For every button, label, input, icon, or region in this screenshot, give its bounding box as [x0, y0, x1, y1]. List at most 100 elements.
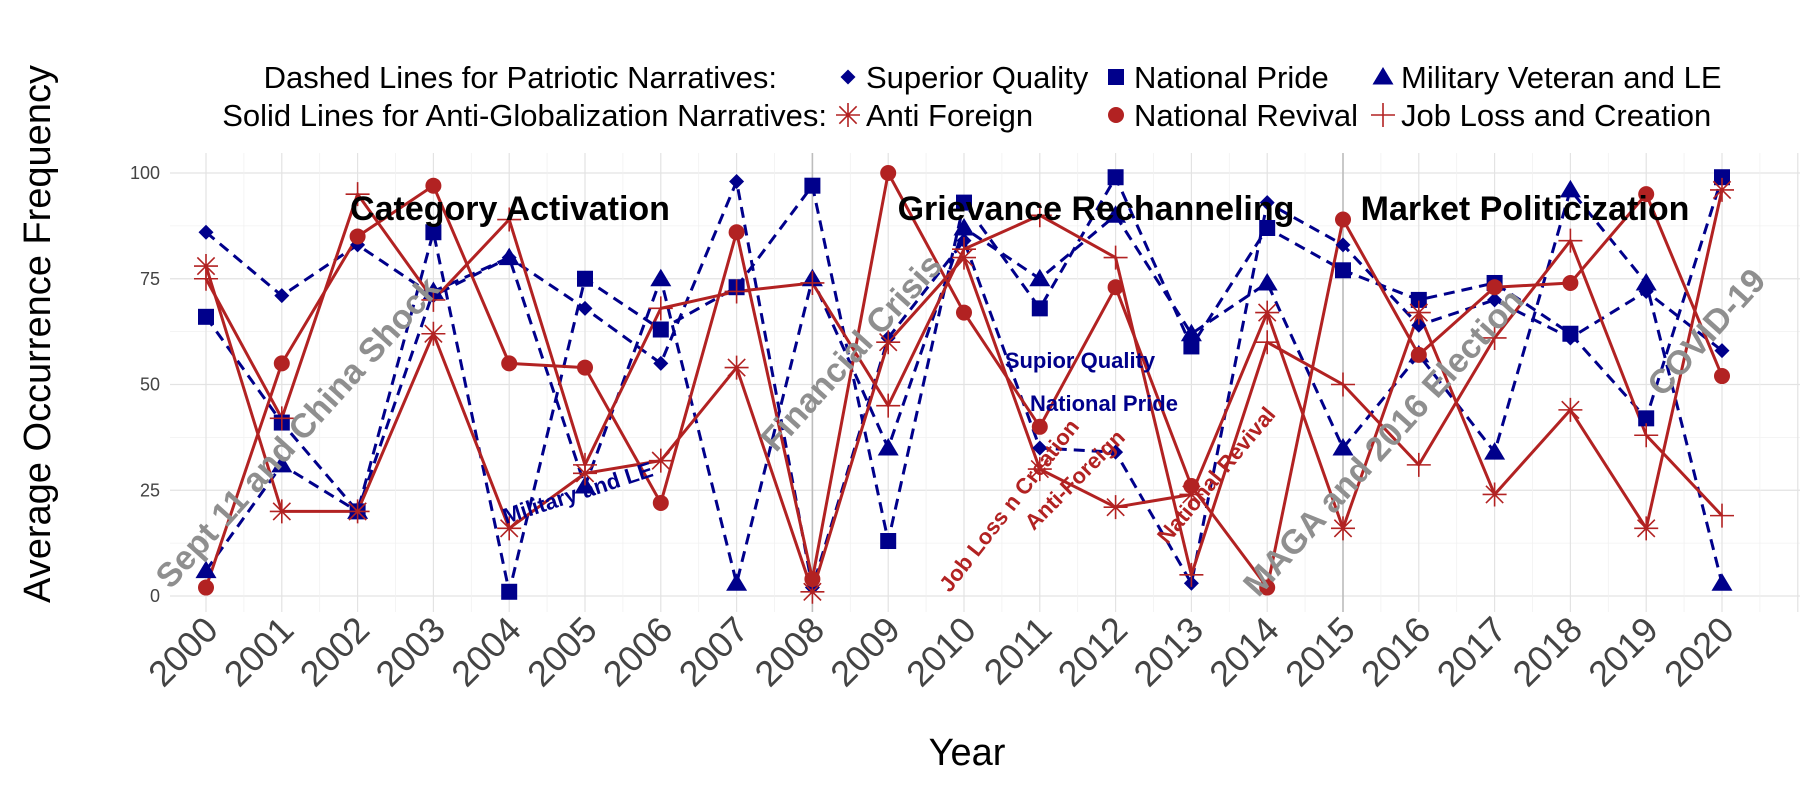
data-point-job-loss-and-creation — [269, 406, 294, 431]
data-point-job-loss-and-creation — [345, 182, 370, 207]
legend-header-patriotic: Dashed Lines for Patriotic Narratives: — [264, 60, 777, 95]
data-point-anti-foreign — [800, 579, 825, 604]
legend-key-superior-quality — [840, 69, 856, 85]
x-tick-label: 2013 — [1125, 609, 1211, 695]
data-point-national-revival — [1486, 279, 1503, 296]
data-point-national-revival — [956, 304, 972, 321]
x-tick-label: 2018 — [1504, 609, 1590, 695]
data-point-anti-foreign — [1179, 482, 1204, 507]
data-point-military-veteran-and-le — [1029, 268, 1051, 287]
period-label: Category Activation — [350, 190, 670, 228]
series-annotation: Supior Quality — [1005, 348, 1156, 373]
data-point-superior-quality — [1714, 343, 1730, 359]
data-point-job-loss-and-creation — [724, 279, 749, 304]
x-tick-label: 2011 — [976, 609, 1060, 693]
data-point-national-revival — [501, 355, 518, 372]
legend-label-job-loss-and-creation: Job Loss and Creation — [1401, 98, 1711, 133]
data-point-national-revival — [1638, 186, 1655, 203]
data-point-anti-foreign — [1634, 516, 1659, 541]
data-point-superior-quality — [1259, 195, 1275, 211]
series-markers — [194, 165, 1734, 604]
data-point-military-veteran-and-le — [1332, 437, 1354, 456]
grid — [170, 153, 1800, 612]
data-point-anti-foreign — [421, 321, 446, 346]
x-tick-label: 2001 — [216, 609, 302, 695]
data-point-national-revival — [273, 355, 290, 372]
data-point-national-revival — [652, 494, 669, 511]
legend-label-national-pride: National Pride — [1134, 60, 1329, 95]
legend-key-military-veteran-and-le — [1372, 67, 1394, 85]
legend-key-anti-foreign — [836, 103, 860, 127]
data-point-anti-foreign — [1255, 300, 1280, 325]
data-point-military-veteran-and-le — [498, 247, 520, 266]
data-point-job-loss-and-creation — [1255, 330, 1280, 355]
data-point-anti-foreign — [1558, 397, 1583, 422]
data-point-job-loss-and-creation — [1406, 452, 1431, 477]
data-point-national-revival — [349, 228, 366, 245]
data-point-military-veteran-and-le — [650, 268, 672, 287]
x-axis-title: Year — [929, 732, 1006, 774]
data-point-national-revival — [880, 165, 897, 181]
x-tick-label: 2014 — [1201, 609, 1287, 695]
legend-key-national-pride — [1108, 69, 1124, 85]
legend-label-anti-foreign: Anti Foreign — [866, 98, 1033, 133]
data-point-national-pride — [1107, 169, 1124, 186]
data-point-job-loss-and-creation — [497, 207, 522, 232]
legend-key-national-revival — [1108, 107, 1124, 123]
data-point-national-pride — [1335, 262, 1351, 279]
legend: Dashed Lines for Patriotic Narratives:So… — [222, 60, 1721, 133]
data-point-anti-foreign — [724, 355, 749, 380]
data-point-national-revival — [1714, 368, 1730, 385]
data-point-anti-foreign — [1406, 300, 1431, 325]
data-point-anti-foreign — [345, 499, 370, 524]
data-point-national-revival — [1410, 346, 1427, 363]
x-tick-label: 2010 — [898, 609, 984, 695]
data-point-anti-foreign — [1103, 495, 1128, 520]
legend-key-job-loss-and-creation — [1371, 103, 1395, 127]
data-point-superior-quality — [198, 224, 214, 240]
y-axis-title: Average Occurrence Frequency — [17, 65, 59, 603]
data-point-superior-quality — [1411, 317, 1427, 333]
data-point-national-pride — [501, 583, 518, 600]
event-label: MAGA and 2016 Election — [1236, 282, 1531, 604]
x-tick-label: 2006 — [595, 609, 681, 695]
data-point-military-veteran-and-le — [726, 573, 748, 591]
y-tick-label: 0 — [150, 586, 160, 606]
data-point-job-loss-and-creation — [800, 270, 825, 295]
data-point-superior-quality — [1108, 444, 1124, 460]
data-point-job-loss-and-creation — [1179, 562, 1204, 587]
legend-label-superior-quality: Superior Quality — [866, 60, 1089, 95]
data-point-anti-foreign — [497, 516, 522, 541]
y-tick-label: 100 — [130, 163, 160, 183]
data-point-national-pride — [956, 194, 972, 211]
data-point-national-pride — [1410, 291, 1427, 308]
x-tick-label: 2016 — [1353, 609, 1439, 695]
data-point-national-revival — [198, 579, 214, 596]
data-point-job-loss-and-creation — [1027, 203, 1052, 228]
data-point-anti-foreign — [1710, 177, 1734, 202]
data-point-national-revival — [425, 177, 442, 194]
data-point-job-loss-and-creation — [648, 296, 673, 321]
x-tick-label: 2015 — [1277, 609, 1363, 695]
data-point-national-pride — [880, 533, 897, 550]
data-point-national-revival — [1259, 579, 1276, 596]
data-point-superior-quality — [653, 355, 669, 371]
data-point-anti-foreign — [876, 330, 901, 355]
data-point-national-pride — [1562, 325, 1579, 342]
x-tick-label: 2000 — [140, 609, 226, 695]
data-point-national-revival — [1183, 478, 1200, 495]
data-point-superior-quality — [729, 173, 745, 189]
data-point-job-loss-and-creation — [194, 266, 218, 291]
x-tick-label: 2005 — [519, 609, 605, 695]
data-point-job-loss-and-creation — [1482, 325, 1507, 350]
event-label: Sept 11 and China Shock — [148, 270, 447, 596]
data-point-superior-quality — [1335, 237, 1351, 253]
y-tick-label: 50 — [140, 375, 160, 395]
x-tick-label: 2007 — [671, 609, 757, 695]
data-point-national-revival — [1335, 211, 1351, 228]
data-point-national-revival — [1107, 279, 1124, 296]
data-point-national-pride — [425, 224, 442, 241]
data-point-job-loss-and-creation — [952, 237, 976, 262]
